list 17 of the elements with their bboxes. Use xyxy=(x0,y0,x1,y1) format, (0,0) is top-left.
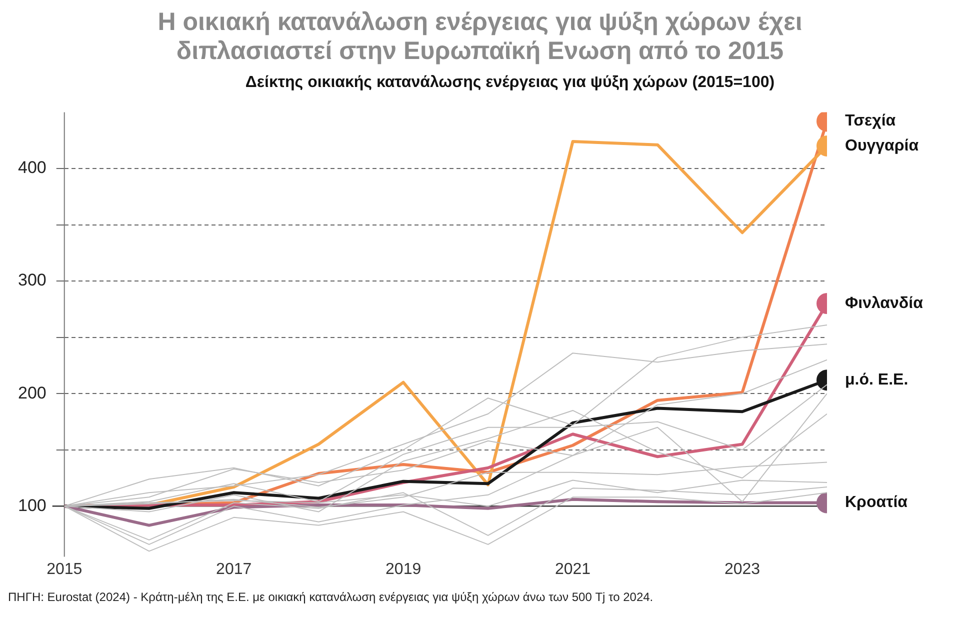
x-tick-label: 2015 xyxy=(46,560,82,578)
y-tick-label: 100 xyxy=(18,496,46,515)
y-tick-label: 400 xyxy=(18,158,46,178)
series-label: Φινλανδία xyxy=(845,294,924,312)
text: ΠΗΓΗ: Eurostat (2024) - Κράτη-μέλη της Ε.Ε. με οικιακή κατανάλωση ενέργειας για ψύξη χώρων άνω των 500 Tj το 2024. xyxy=(8,590,654,604)
x-tick-label: 2017 xyxy=(216,560,252,578)
chart-subtitle: Δείκτης οικιακής κατανάλωσης ενέργειας για ψύξη χώρων (2015=100) xyxy=(244,74,776,92)
y-tick-label: 300 xyxy=(18,270,46,290)
y-tick-label: 200 xyxy=(18,383,46,402)
series-label: μ.ό. Ε.Ε. xyxy=(845,371,908,388)
x-tick-label: 2023 xyxy=(724,560,760,578)
series-label: Ουγγαρία xyxy=(845,137,919,154)
chart-title: Η οικιακή κατανάλωση ενέργειας για ψύξη χώρων έχει διπλασιαστεί στην Ευρωπαϊκή Ενωση από το 2015 xyxy=(156,8,804,66)
x-tick-label: 2021 xyxy=(554,560,591,578)
series-label: Τσεχία xyxy=(845,112,896,130)
series-label: Κροατία xyxy=(845,494,908,512)
x-tick-label: 2019 xyxy=(386,560,422,578)
